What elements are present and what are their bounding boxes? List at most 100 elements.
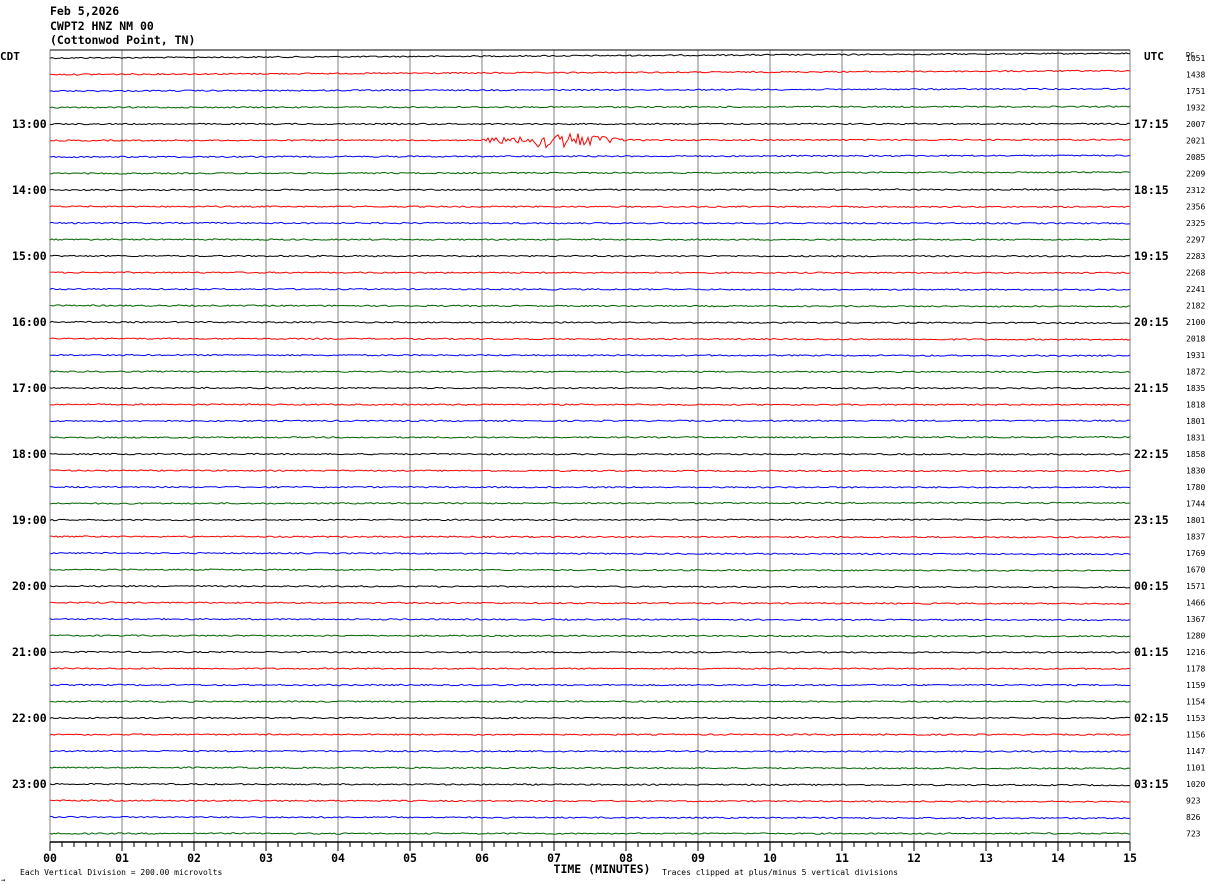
- x-tick-label: 06: [475, 851, 489, 865]
- label-layer: 1051 1438 1751 1932 2007 2021 2085 2209 2312 2356…: [0, 50, 1205, 884]
- dc-value-label: 1147: [1186, 747, 1205, 756]
- x-tick-label: 15: [1123, 851, 1137, 865]
- right-hour-label: 22:15: [1134, 447, 1169, 461]
- trace-39: [49, 700, 1131, 703]
- dc-value-label: 2085: [1186, 153, 1205, 162]
- clip-note: Traces clipped at plus/minus 5 vertical …: [662, 868, 898, 877]
- dc-value-label: 1858: [1186, 450, 1205, 459]
- trace-20: [49, 386, 1131, 390]
- x-tick-label: 05: [403, 851, 417, 865]
- trace-29: [49, 535, 1131, 539]
- dc-value-label: 1466: [1186, 599, 1205, 608]
- trace-5: [49, 132, 1131, 149]
- trace-17: [49, 337, 1131, 341]
- left-hour-label: 14:00: [12, 183, 47, 197]
- dc-value-label: 1872: [1186, 368, 1205, 377]
- trace-13: [49, 271, 1131, 275]
- dc-value-label: 1101: [1186, 764, 1205, 773]
- trace-16: [49, 320, 1131, 325]
- station-code: CWPT2 HNZ NM 00: [50, 18, 154, 33]
- x-tick-label: 03: [259, 851, 273, 865]
- right-timezone-label: UTC: [1144, 50, 1164, 63]
- dc-value-label: 923: [1186, 797, 1201, 806]
- dc-value-label: 2018: [1186, 335, 1205, 344]
- trace-6: [49, 154, 1131, 159]
- trace-10: [49, 221, 1131, 225]
- trace-33: [49, 601, 1131, 605]
- dc-value-label: 1830: [1186, 467, 1205, 476]
- dc-value-label: 2007: [1186, 120, 1205, 129]
- trace-2: [49, 87, 1131, 93]
- dc-value-label: 1831: [1186, 434, 1205, 443]
- right-hour-label: 00:15: [1134, 579, 1169, 593]
- x-tick-label: 12: [907, 851, 921, 865]
- left-hour-label: 18:00: [12, 447, 47, 461]
- trace-27: [49, 501, 1130, 505]
- trace-14: [49, 287, 1131, 291]
- trace-44: [49, 782, 1131, 787]
- left-hour-label: 21:00: [12, 645, 47, 659]
- trace-45: [49, 799, 1131, 803]
- trace-22: [49, 419, 1131, 423]
- dc-value-label: 1670: [1186, 566, 1205, 575]
- trace-12: [49, 254, 1131, 258]
- dc-value-label: 1020: [1186, 780, 1205, 789]
- trace-15: [49, 304, 1131, 308]
- trace-7: [50, 171, 1131, 175]
- trace-40: [49, 716, 1131, 720]
- trace-42: [49, 749, 1131, 753]
- dc-value-label: 1744: [1186, 500, 1205, 509]
- trace-26: [49, 485, 1131, 489]
- dc-value-label: 2312: [1186, 186, 1205, 195]
- dc-value-label: 1159: [1186, 681, 1205, 690]
- dc-value-label: 1178: [1186, 665, 1205, 674]
- right-hour-label: 18:15: [1134, 183, 1169, 197]
- dc-value-label: 1051: [1186, 54, 1205, 63]
- dc-value-label: 1280: [1186, 632, 1205, 641]
- x-axis-title: TIME (MINUTES): [554, 862, 651, 876]
- trace-35: [49, 634, 1131, 638]
- trace-layer: [49, 52, 1131, 835]
- right-hour-label: 21:15: [1134, 381, 1169, 395]
- scale-note: Each Vertical Division = 200.00 microvol…: [20, 868, 222, 877]
- trace-38: [49, 683, 1130, 687]
- left-hour-label: 22:00: [12, 711, 47, 725]
- dc-value-label: 2297: [1186, 236, 1205, 245]
- dc-value-label: 826: [1186, 813, 1201, 822]
- dc-value-label: 1154: [1186, 698, 1205, 707]
- dc-value-label: 2325: [1186, 219, 1205, 228]
- trace-1: [49, 69, 1131, 76]
- left-hour-label: 13:00: [12, 117, 47, 131]
- trace-25: [49, 469, 1130, 473]
- left-hour-label: 23:00: [12, 777, 47, 791]
- corner-mark: →: [1, 876, 5, 884]
- x-tick-label: 08: [619, 851, 633, 865]
- dc-value-label: 1801: [1186, 516, 1205, 525]
- right-hour-label: 17:15: [1134, 117, 1169, 131]
- right-hour-label: 02:15: [1134, 711, 1169, 725]
- x-tick-label: 04: [331, 851, 345, 865]
- dc-value-label: 2021: [1186, 137, 1205, 146]
- dc-value-label: 1835: [1186, 384, 1205, 393]
- right-hour-label: 01:15: [1134, 645, 1169, 659]
- trace-43: [49, 766, 1131, 770]
- dc-value-label: 1438: [1186, 71, 1205, 80]
- dc-value-label: 1932: [1186, 104, 1205, 113]
- station-location: (Cottonwod Point, TN): [50, 33, 196, 47]
- right-hour-label: 23:15: [1134, 513, 1169, 527]
- left-hour-label: 19:00: [12, 513, 47, 527]
- left-hour-label: 17:00: [12, 381, 47, 395]
- trace-28: [49, 518, 1131, 522]
- trace-21: [49, 403, 1131, 406]
- grid-layer: [49, 49, 1131, 851]
- trace-11: [49, 238, 1131, 241]
- right-hour-label: 03:15: [1134, 777, 1169, 791]
- trace-24: [49, 452, 1131, 456]
- trace-19: [49, 370, 1131, 374]
- x-tick-label: 14: [1051, 851, 1065, 865]
- dc-value-label: 2268: [1186, 269, 1205, 278]
- dc-value-label: 1156: [1186, 731, 1205, 740]
- dc-header-label: DC: [1186, 51, 1194, 59]
- dc-value-label: 1216: [1186, 648, 1205, 657]
